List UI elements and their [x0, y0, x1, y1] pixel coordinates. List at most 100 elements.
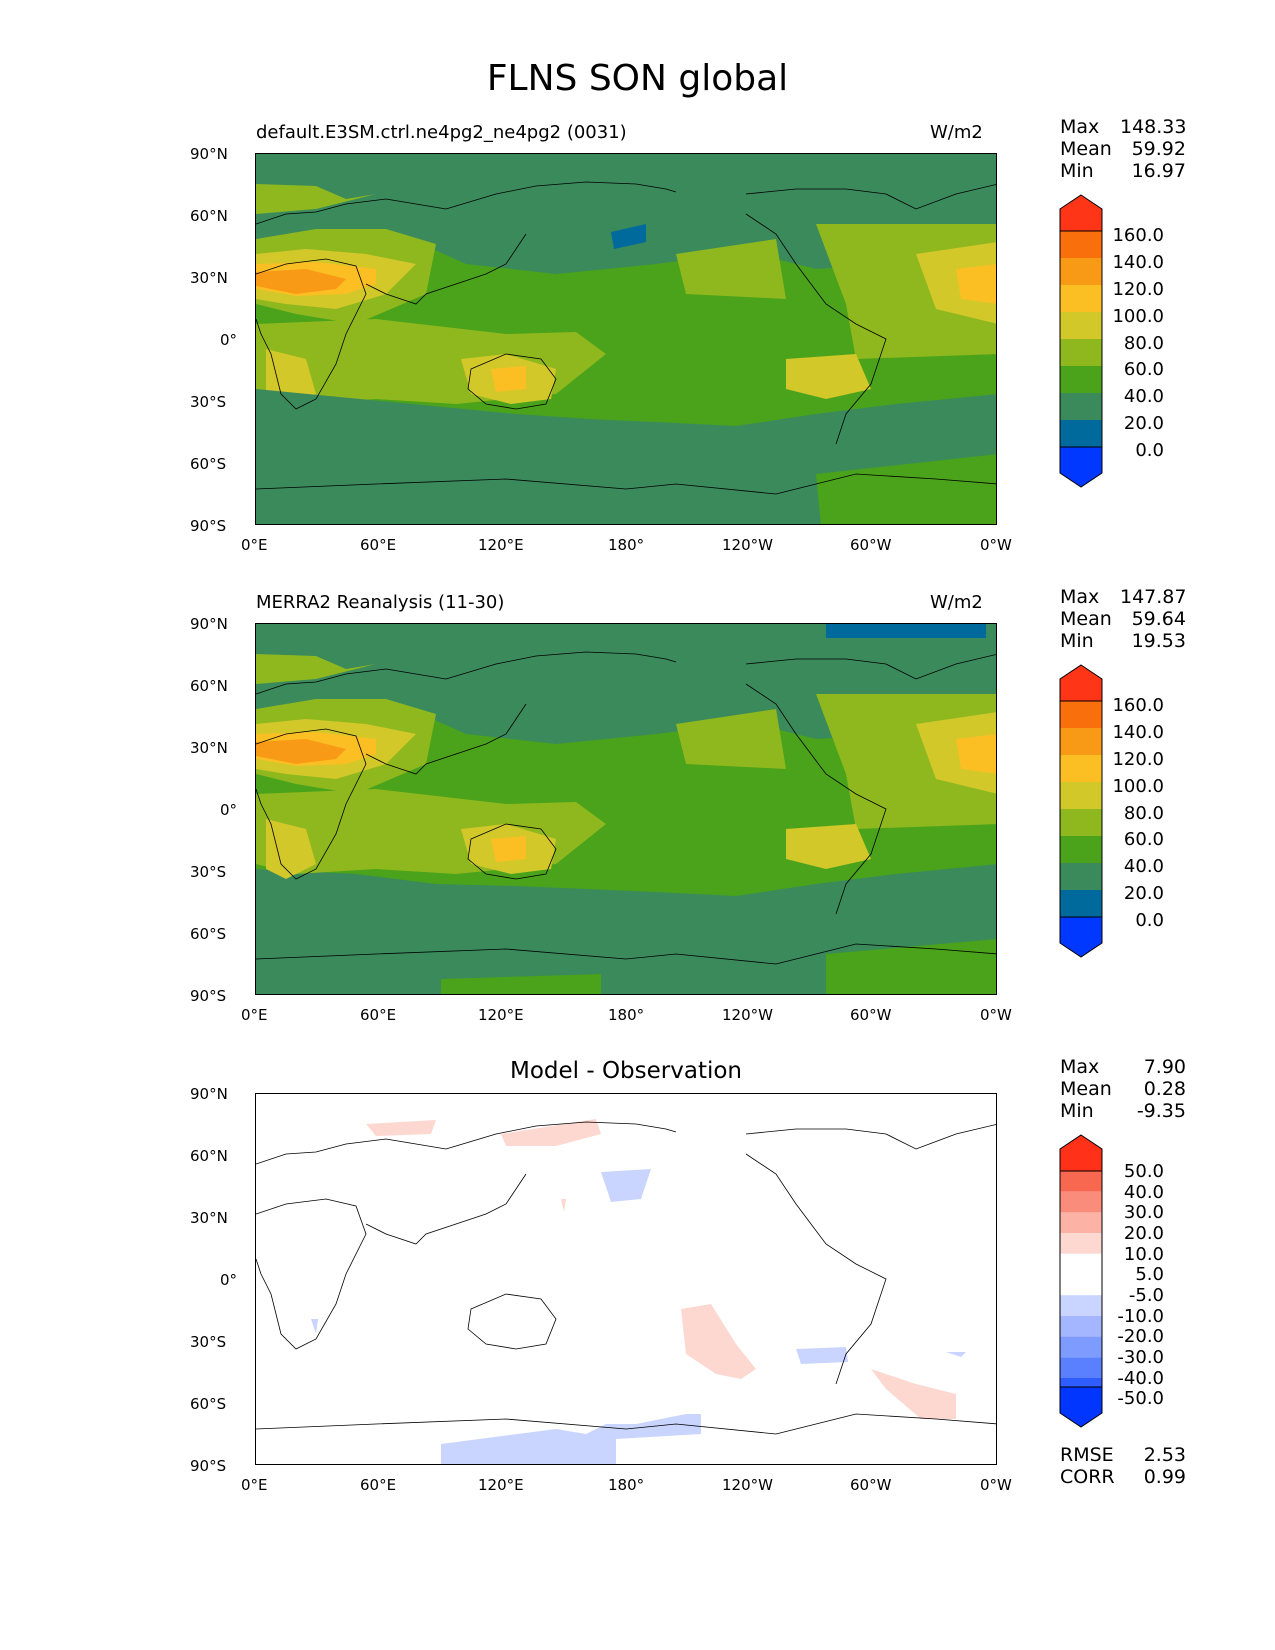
stat-min: 16.97 [1131, 160, 1186, 182]
colorbar-tick: -30.0 [1117, 1347, 1164, 1368]
field-negative-patch [946, 1352, 966, 1357]
ytick: 60°S [190, 455, 227, 473]
stat-max-label: Max [1060, 586, 1100, 608]
coastlines [256, 651, 996, 965]
stat-max: 7.90 [1143, 1056, 1186, 1078]
stat-min-label: Min [1060, 1100, 1094, 1122]
stat-min: 19.53 [1131, 630, 1186, 652]
corr-label: CORR [1060, 1466, 1115, 1488]
colorbar-level [1060, 836, 1102, 863]
map-difference [255, 1093, 997, 1465]
ytick: 30°S [190, 393, 227, 411]
colorbar-level [1060, 1274, 1102, 1296]
field-n-america-band [676, 239, 786, 299]
field-eurasia-band [256, 654, 376, 684]
field-minimum [611, 224, 646, 249]
field-positive-patch [681, 1304, 756, 1379]
field-negative-patch [441, 1414, 701, 1464]
colorbar-tick: -5.0 [1128, 1285, 1164, 1306]
colorbar-model [1059, 194, 1103, 488]
colorbar-tick: 140.0 [1112, 252, 1164, 273]
stat-mean: 59.64 [1131, 608, 1186, 630]
field-antarctica-green [816, 454, 996, 524]
field-antarctica-green [826, 939, 996, 994]
xtick: 0°E [241, 1476, 268, 1494]
coastlines [256, 1121, 996, 1435]
stat-max: 147.87 [1120, 586, 1187, 608]
field-negative-patch [311, 1319, 318, 1334]
field-australia-gold [491, 366, 526, 392]
field-eurasia-band [256, 184, 376, 214]
colorbar-tick: 20.0 [1123, 413, 1164, 434]
colorbar-level [1060, 809, 1102, 836]
ytick: 30°N [190, 739, 228, 757]
colorbar-level [1060, 1253, 1102, 1275]
figure-title: FLNS SON global [486, 58, 789, 99]
colorbar-tick: 60.0 [1123, 829, 1164, 850]
colorbar-tick: 0.0 [1135, 440, 1164, 461]
field-atlantic-gold [956, 264, 996, 304]
ytick: 90°S [190, 987, 227, 1005]
ytick: 0° [220, 801, 238, 819]
stat-max-label: Max [1060, 116, 1100, 138]
colorbar-level [1060, 1357, 1102, 1378]
colorbar-tick: -40.0 [1117, 1368, 1164, 1389]
map-observation [255, 623, 997, 995]
xtick: 60°W [850, 536, 892, 554]
xtick: 120°W [722, 1476, 773, 1494]
ytick: 30°S [190, 863, 227, 881]
map-model [255, 153, 997, 525]
colorbar-tick: 120.0 [1112, 279, 1164, 300]
stat-mean-label: Mean [1060, 608, 1112, 630]
field-sahara-orange [256, 269, 346, 294]
field-positive-patch [501, 1119, 601, 1146]
colorbar-tick: -50.0 [1117, 1388, 1164, 1409]
field-minimum [826, 624, 986, 638]
xtick: 0°W [980, 1476, 1012, 1494]
xtick: 0°E [241, 1006, 268, 1024]
ytick: 60°N [190, 207, 228, 225]
ytick: 30°S [190, 1333, 227, 1351]
colorbar-tick: 0.0 [1135, 910, 1164, 931]
colorbar-level [1060, 420, 1102, 447]
panel-units: W/m2 [930, 122, 983, 143]
field-southern-ocean [256, 389, 996, 454]
corr-value: 0.99 [1143, 1466, 1186, 1488]
field-atlantic-gold [956, 734, 996, 774]
stat-min-label: Min [1060, 160, 1094, 182]
panel-title-center: Model - Observation [509, 1058, 743, 1084]
field-negative-patch [601, 1169, 651, 1202]
field-positive-patch [561, 1199, 566, 1212]
xtick: 180° [608, 536, 645, 554]
ytick: 60°S [190, 1395, 227, 1413]
field-n-america-band [676, 709, 786, 769]
colorbar-tick: 80.0 [1123, 333, 1164, 354]
ytick: 30°N [190, 1209, 228, 1227]
colorbar-tick: 60.0 [1123, 359, 1164, 380]
colorbar-level [1060, 890, 1102, 917]
colorbar-tick: 50.0 [1123, 1161, 1164, 1182]
panel-units: W/m2 [930, 592, 983, 613]
rmse-label: RMSE [1060, 1444, 1114, 1466]
ytick: 60°N [190, 677, 228, 695]
xtick: 120°W [722, 1006, 773, 1024]
stat-mean-label: Mean [1060, 1078, 1112, 1100]
colorbar-level [1060, 1378, 1102, 1387]
xtick: 180° [608, 1006, 645, 1024]
colorbar-level [1060, 1295, 1102, 1316]
xtick: 60°E [360, 1476, 397, 1494]
colorbar-level [1060, 231, 1102, 258]
ytick: 60°S [190, 925, 227, 943]
field-antarctica [256, 444, 996, 524]
stat-mean: 59.92 [1131, 138, 1186, 160]
ytick: 90°N [190, 1085, 228, 1103]
colorbar-observation [1059, 664, 1103, 958]
coastlines [256, 181, 996, 495]
colorbar-tick: 100.0 [1112, 306, 1164, 327]
colorbar-level [1060, 1191, 1102, 1213]
colorbar-level [1060, 258, 1102, 285]
field-atlantic-yellow [916, 242, 996, 324]
colorbar-tick: 40.0 [1123, 386, 1164, 407]
colorbar-tick: -10.0 [1117, 1306, 1164, 1327]
colorbar-tick: 5.0 [1135, 1264, 1164, 1285]
